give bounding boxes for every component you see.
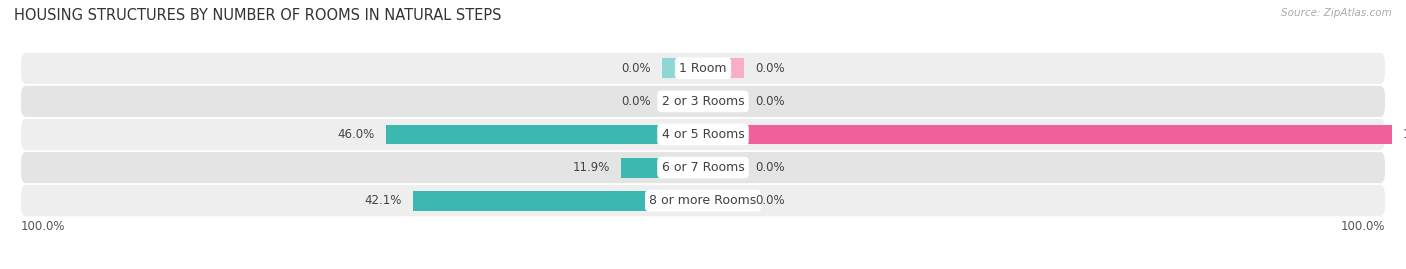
Text: 100.0%: 100.0% [21,220,66,233]
FancyBboxPatch shape [21,152,1385,183]
Text: Source: ZipAtlas.com: Source: ZipAtlas.com [1281,8,1392,18]
Bar [662,58,703,78]
Text: 100.0%: 100.0% [1403,128,1406,141]
Text: 0.0%: 0.0% [621,62,651,75]
Bar [703,58,744,78]
FancyBboxPatch shape [21,119,1385,150]
Text: 100.0%: 100.0% [1340,220,1385,233]
Bar [387,125,703,144]
Text: 6 or 7 Rooms: 6 or 7 Rooms [662,161,744,174]
Text: 1 Room: 1 Room [679,62,727,75]
Text: 0.0%: 0.0% [755,95,785,108]
Text: 0.0%: 0.0% [755,161,785,174]
Text: 46.0%: 46.0% [337,128,375,141]
Text: 0.0%: 0.0% [755,62,785,75]
Text: 0.0%: 0.0% [755,194,785,207]
Text: HOUSING STRUCTURES BY NUMBER OF ROOMS IN NATURAL STEPS: HOUSING STRUCTURES BY NUMBER OF ROOMS IN… [14,8,502,23]
Bar [703,191,744,211]
Bar [703,158,744,178]
Text: 11.9%: 11.9% [572,161,610,174]
Bar [662,91,703,111]
Bar [621,158,703,178]
Text: 0.0%: 0.0% [621,95,651,108]
FancyBboxPatch shape [21,86,1385,117]
Text: 8 or more Rooms: 8 or more Rooms [650,194,756,207]
Text: 42.1%: 42.1% [364,194,402,207]
Text: 4 or 5 Rooms: 4 or 5 Rooms [662,128,744,141]
Bar [703,125,1392,144]
Bar [703,91,744,111]
FancyBboxPatch shape [21,53,1385,84]
FancyBboxPatch shape [21,185,1385,216]
Text: 2 or 3 Rooms: 2 or 3 Rooms [662,95,744,108]
Bar [413,191,703,211]
